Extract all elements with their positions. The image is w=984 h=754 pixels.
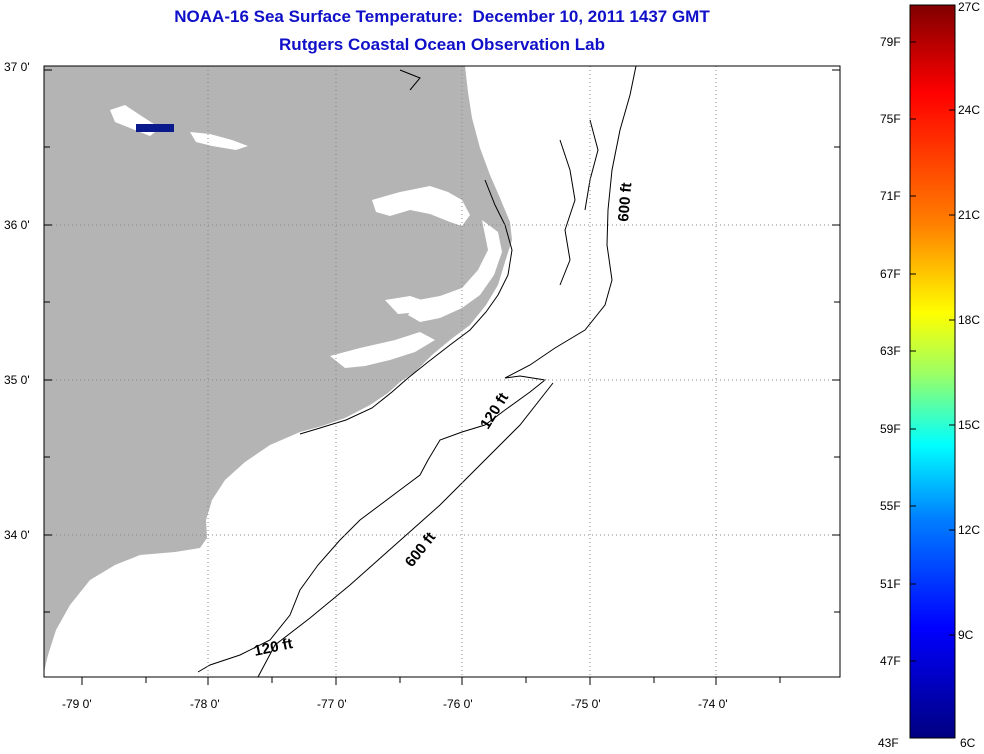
cb-f-51: 51F: [880, 577, 901, 591]
cb-f-55: 55F: [880, 499, 901, 513]
cb-c-12: 12C: [958, 523, 980, 537]
lat-label-36: 36 0': [4, 218, 30, 232]
offshore-features: [399, 69, 599, 286]
lat-label-35: 35 0': [4, 373, 30, 387]
cb-c-15: 15C: [958, 418, 980, 432]
cb-f-47: 47F: [880, 654, 901, 668]
temperature-colorbar: [909, 4, 956, 739]
axis-ticks: [44, 69, 840, 685]
map-subtitle: Rutgers Coastal Ocean Observation Lab: [279, 35, 605, 54]
cb-f-59: 59F: [880, 422, 901, 436]
cb-c-24: 24C: [958, 103, 980, 117]
map-frame: [43, 65, 841, 678]
contour-label-600ft-north: 600 ft: [615, 182, 635, 223]
contour-120ft: [197, 375, 547, 673]
lat-label-37: 37 0': [4, 60, 30, 74]
lat-label-34: 34 0': [4, 528, 30, 542]
lake-sst-pixels: [136, 124, 174, 132]
cb-f-79: 79F: [880, 35, 901, 49]
grid-lines: [44, 66, 840, 677]
lon-label-75: -75 0': [571, 697, 601, 711]
map-title: NOAA-16 Sea Surface Temperature: Decembe…: [174, 7, 710, 26]
lake-gaston: [190, 132, 248, 150]
cb-c-6: 6C: [960, 736, 976, 750]
neuse-river: [330, 332, 435, 368]
cb-f-63: 63F: [880, 344, 901, 358]
lon-label-74: -74 0': [698, 697, 728, 711]
pamlico-river: [385, 296, 428, 314]
cb-f-43: 43F: [878, 736, 899, 750]
cb-c-27: 27C: [958, 0, 980, 14]
cb-c-18: 18C: [958, 313, 980, 327]
cb-f-75: 75F: [880, 112, 901, 126]
cb-f-67: 67F: [880, 267, 901, 281]
colorbar-ticks: [910, 41, 955, 662]
lon-label-78: -78 0': [190, 697, 220, 711]
lon-label-79: -79 0': [62, 697, 92, 711]
coastline-detail: [299, 179, 513, 435]
lon-label-77: -77 0': [317, 697, 347, 711]
contour-600ft-south: [257, 382, 554, 678]
albemarle-sound: [372, 186, 470, 226]
cb-c-21: 21C: [958, 208, 980, 222]
contour-600ft-north: [504, 65, 637, 379]
cb-c-9: 9C: [958, 628, 974, 642]
land-mass: [44, 66, 512, 672]
lon-label-76: -76 0': [443, 697, 473, 711]
cb-f-71: 71F: [880, 189, 901, 203]
